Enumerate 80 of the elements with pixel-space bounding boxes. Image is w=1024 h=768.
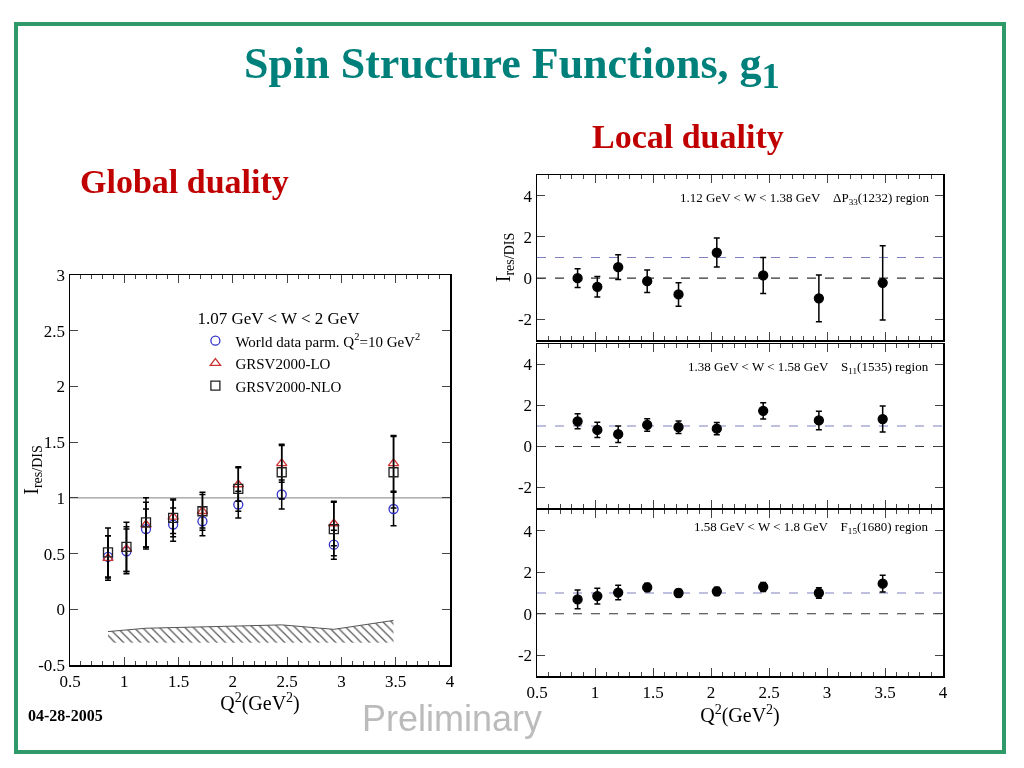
x-tick-label: 3 xyxy=(337,671,346,691)
point xyxy=(758,405,769,416)
legend-label: GRSV2000-NLO xyxy=(235,378,342,395)
x-tick-label: 3.5 xyxy=(874,682,896,702)
chart-subtitle: Global duality xyxy=(80,163,289,201)
y-tick-label: 3 xyxy=(56,265,66,285)
chart-title: Spin Structure Functions, g$_{1}$ xyxy=(243,38,781,97)
legend-label: World data parm. Q$^{2}$=10 GeV$^{2}$ xyxy=(235,331,421,350)
y-tick-label: 0 xyxy=(523,269,533,289)
x-tick-label: 4 xyxy=(938,682,948,702)
text: Preliminary xyxy=(362,698,543,740)
x-tick-label: 1.5 xyxy=(642,682,664,702)
y-tick-label: 2 xyxy=(523,563,533,583)
point xyxy=(121,546,132,557)
point xyxy=(276,467,287,478)
x-tick-label: 1 xyxy=(590,682,600,702)
x-tick-label: 1 xyxy=(120,671,129,691)
x-tick-label: 2 xyxy=(706,682,716,702)
chart-title: Local duality xyxy=(592,118,784,156)
point xyxy=(328,539,339,550)
y-tick-label: -2 xyxy=(517,646,533,666)
x-tick-label: 3.5 xyxy=(385,671,407,691)
point xyxy=(328,523,339,535)
point xyxy=(572,272,583,284)
y-tick-label: -0.5 xyxy=(38,655,66,675)
point xyxy=(167,519,179,530)
annotation: 1.38 GeV < W < 1.58 GeV S$_{11}$(1535) region xyxy=(688,359,929,376)
point xyxy=(813,415,825,426)
annotation: 1.12 GeV < W < 1.38 GeV ΔP$_{33}$(1232) region xyxy=(680,190,930,207)
line-series xyxy=(107,619,395,633)
point xyxy=(167,511,179,520)
x-tick-label: 4 xyxy=(445,671,455,691)
point xyxy=(877,277,888,289)
point xyxy=(642,276,653,287)
point xyxy=(613,262,624,273)
point xyxy=(233,483,244,495)
point xyxy=(877,413,888,425)
y-tick-label: 4 xyxy=(523,355,533,375)
x-tick-label: 2 xyxy=(228,671,238,691)
y-tick-label: 2 xyxy=(56,377,66,397)
point xyxy=(673,289,684,300)
x-tick-label: 2.5 xyxy=(758,682,780,702)
legend-label: GRSV2000-LO xyxy=(235,356,331,372)
point xyxy=(167,512,179,524)
y-tick-label: 1 xyxy=(56,488,66,508)
point xyxy=(711,247,722,258)
x-tick-label: 2.5 xyxy=(276,671,298,691)
point xyxy=(197,516,208,527)
y-tick-label: 2 xyxy=(523,227,533,247)
x-tick-label: 3 xyxy=(822,682,832,702)
point xyxy=(140,523,152,535)
x-axis-title: Q$^{2}$(GeV$^{2}$) xyxy=(700,701,780,728)
y-tick-label: 4 xyxy=(523,186,533,206)
point xyxy=(102,547,114,558)
annotation: 1.58 GeV < W < 1.8 GeV F$_{15}$(1680) region xyxy=(694,519,929,536)
point xyxy=(613,429,624,440)
y-tick-label: 4 xyxy=(523,521,533,541)
y-tick-label: 2 xyxy=(523,396,533,416)
point xyxy=(276,489,287,500)
y-tick-label: 1.5 xyxy=(43,433,66,453)
y-tick-label: 0 xyxy=(523,604,533,624)
point xyxy=(758,270,769,281)
point xyxy=(233,499,244,510)
point xyxy=(388,467,399,478)
y-tick-label: 0 xyxy=(523,437,533,457)
point xyxy=(592,281,603,292)
y-tick-label: -2 xyxy=(517,310,533,330)
y-tick-label: 0.5 xyxy=(43,544,66,564)
point xyxy=(388,503,399,515)
x-tick-label: 1.5 xyxy=(167,671,190,691)
x-axis-title: Q$^{2}$(GeV$^{2}$) xyxy=(220,689,300,715)
y-tick-label: 2.5 xyxy=(43,321,66,341)
text: 04-28-2005 xyxy=(28,707,103,725)
point xyxy=(572,416,583,427)
point xyxy=(813,293,825,304)
point xyxy=(572,594,583,605)
y-tick-label: 0 xyxy=(56,600,66,620)
point xyxy=(877,578,888,589)
y-tick-label: -2 xyxy=(517,478,533,498)
legend-title: 1.07 GeV < W < 2 GeV xyxy=(197,309,361,329)
